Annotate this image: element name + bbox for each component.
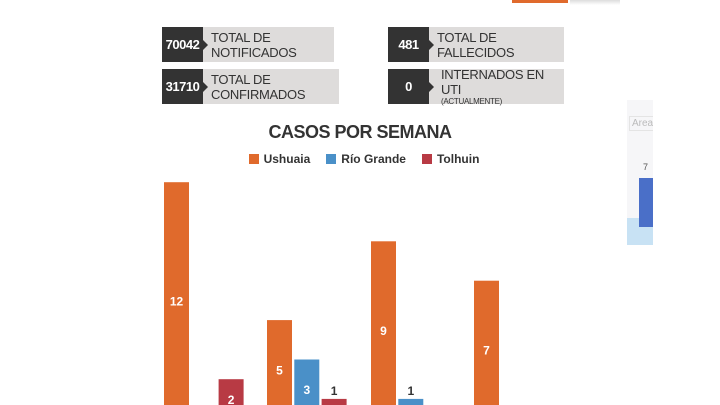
data-label: 1 <box>407 384 414 398</box>
top-orange-bar-fragment <box>512 0 568 3</box>
stat-value: 481 <box>388 27 434 62</box>
data-label: 0 <box>538 404 545 405</box>
stat-uti: 0 INTERNADOS EN UTI (ACTUALMENTE) <box>388 67 564 106</box>
side-chart-fragment: Area 7 <box>627 100 653 245</box>
stat-value: 70042 <box>162 27 208 62</box>
side-fragment-bar <box>639 178 653 227</box>
legend-swatch <box>421 154 432 164</box>
data-label: 12 <box>170 294 184 308</box>
stat-value: 0 <box>388 69 434 104</box>
legend-label: Tolhuin <box>436 152 480 166</box>
stat-notificados: 70042 TOTAL DE NOTIFICADOS <box>162 27 334 62</box>
bar-tolhuin <box>218 379 244 405</box>
chart-title: CASOS POR SEMANA <box>268 122 452 142</box>
data-label: 3 <box>303 383 310 397</box>
side-fragment-label: Area <box>629 116 653 131</box>
data-label: 7 <box>483 344 490 358</box>
data-label: 2 <box>228 393 235 405</box>
stat-label: TOTAL DE NOTIFICADOS <box>203 27 334 62</box>
bar-ushuaia <box>164 182 189 405</box>
data-label: 9 <box>380 324 387 338</box>
legend-item-tolhuin: Tolhuin <box>421 152 480 166</box>
bar-tolhuin <box>321 398 347 405</box>
data-label: 5 <box>276 363 283 377</box>
top-shadow-fragment <box>570 0 620 5</box>
bar-ushuaia <box>474 280 499 405</box>
stat-label-text: INTERNADOS EN UTI <box>441 67 545 97</box>
legend-item-ushuaia: Ushuaia <box>248 152 311 166</box>
stat-label: INTERNADOS EN UTI (ACTUALMENTE) <box>429 67 564 106</box>
legend-label: Río Grande <box>341 152 406 166</box>
data-label: 0 <box>200 404 207 405</box>
legend-swatch <box>248 154 259 164</box>
stat-label: TOTAL DE CONFIRMADOS <box>203 69 339 104</box>
stat-label: TOTAL DE FALLECIDOS <box>429 27 564 62</box>
stat-confirmados: 31710 TOTAL DE CONFIRMADOS <box>162 69 339 104</box>
bar-río-grande <box>398 398 424 405</box>
legend-label: Ushuaia <box>263 152 311 166</box>
bar-río-grande <box>294 359 320 405</box>
stat-sublabel: (ACTUALMENTE) <box>441 97 502 106</box>
bar-ushuaia <box>371 241 396 405</box>
legend-item-rio-grande: Río Grande <box>326 152 406 166</box>
stat-label-text: TOTAL DE FALLECIDOS <box>437 29 515 60</box>
stat-label-text: TOTAL DE NOTIFICADOS <box>211 29 297 60</box>
stat-value: 31710 <box>162 69 208 104</box>
data-label: 0 <box>435 404 442 405</box>
side-fragment-value: 7 <box>643 162 649 172</box>
bar-ushuaia <box>267 320 292 405</box>
stat-fallecidos: 481 TOTAL DE FALLECIDOS <box>388 27 564 62</box>
data-label: 0 <box>510 404 517 405</box>
data-label: 1 <box>331 384 338 398</box>
legend-swatch <box>326 154 337 164</box>
chart-legend: Ushuaia Río Grande Tolhuin <box>0 152 720 166</box>
stat-label-text: TOTAL DE CONFIRMADOS <box>211 71 306 102</box>
